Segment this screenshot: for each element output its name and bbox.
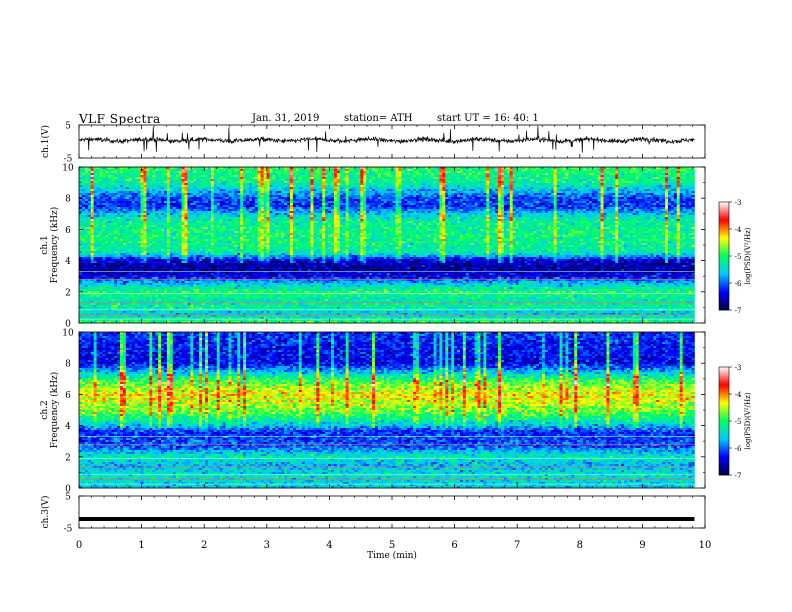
x-tick-label: 9 — [639, 540, 645, 551]
colorbar-tick-label: -3 — [735, 199, 742, 207]
x-tick-label: 10 — [699, 540, 712, 551]
ch1-waveform-ylabel: ch.1(V) — [40, 125, 51, 158]
ch3-waveform-frame — [79, 496, 705, 528]
colorbar-tick-label: -4 — [735, 391, 742, 399]
y-tick-label: 8 — [65, 195, 71, 205]
ch2-spectrogram-colorbar — [719, 367, 729, 475]
y-tick-label: 6 — [65, 391, 71, 401]
ch1-spectrogram-ylabel-channel: ch.1 — [40, 235, 50, 254]
colorbar-tick-label: -6 — [735, 280, 742, 288]
colorbar-tick-label: -5 — [735, 418, 742, 426]
colorbar-tick-label: -7 — [735, 307, 742, 315]
y-tick-label: 8 — [65, 360, 71, 370]
ch2-spectrogram-colorbar-label: log(PSD)(V²/Hz) — [744, 392, 752, 449]
y-tick-label: 4 — [65, 422, 71, 432]
x-tick-label: 0 — [76, 540, 82, 551]
colorbar-tick-label: -7 — [735, 472, 742, 480]
ch1-spectrogram-colorbar — [719, 202, 729, 310]
y-tick-label: 10 — [62, 164, 74, 174]
y-tick-label: 4 — [65, 257, 71, 267]
x-axis-label: Time (min) — [367, 550, 417, 561]
colorbar-tick-label: -4 — [735, 226, 742, 234]
y-tick-label: 5 — [65, 493, 71, 503]
x-tick-label: 3 — [264, 540, 270, 551]
ch1-spectrogram-colorbar-label: log(PSD)(V²/Hz) — [744, 227, 752, 284]
x-tick-label: 4 — [326, 540, 332, 551]
y-tick-label: -5 — [64, 525, 73, 535]
colorbar-tick-label: -3 — [735, 364, 742, 372]
ch1-spectrogram-ylabel-freq: Frequency (kHz) — [49, 207, 60, 284]
ch2-spectrogram-image — [79, 332, 695, 488]
x-tick-label: 5 — [389, 540, 395, 551]
ch3-waveform-ylabel: ch.3(V) — [40, 496, 51, 529]
y-tick-label: 2 — [65, 453, 71, 463]
x-tick-label: 1 — [138, 540, 144, 551]
colorbar-tick-label: -5 — [735, 253, 742, 261]
x-tick-label: 7 — [514, 540, 520, 551]
x-tick-label: 6 — [451, 540, 457, 551]
y-tick-label: 2 — [65, 288, 71, 298]
ch2-spectrogram-ylabel-freq: Frequency (kHz) — [49, 372, 60, 449]
y-tick-label: 5 — [65, 122, 71, 132]
ch1-spectrogram-image — [79, 167, 695, 323]
x-tick-label: 8 — [577, 540, 583, 551]
y-tick-label: 6 — [65, 226, 71, 236]
x-tick-label: 2 — [201, 540, 207, 551]
colorbar-tick-label: -6 — [735, 445, 742, 453]
ch2-spectrogram-ylabel-channel: ch.2 — [40, 400, 50, 419]
y-tick-label: 10 — [62, 329, 74, 339]
